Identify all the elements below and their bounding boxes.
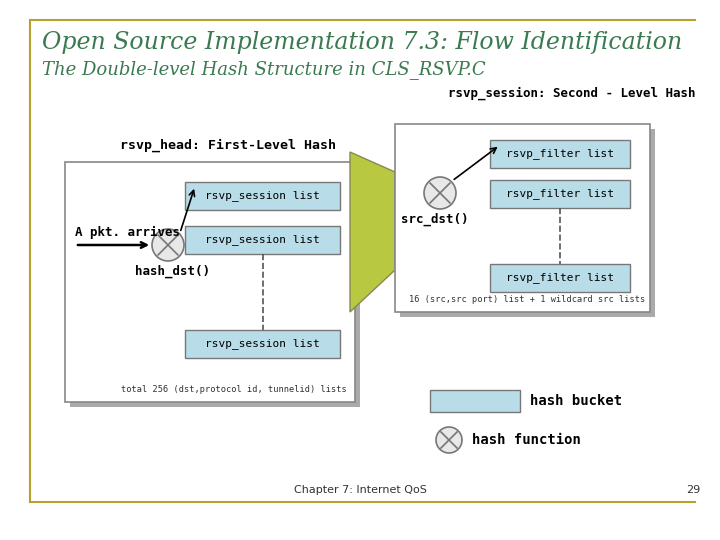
- Text: rsvp_filter list: rsvp_filter list: [506, 148, 614, 159]
- Text: rsvp_filter list: rsvp_filter list: [506, 188, 614, 199]
- Bar: [185, 182, 340, 210]
- Text: A pkt. arrives: A pkt. arrives: [75, 226, 180, 239]
- Bar: [185, 330, 340, 358]
- Text: total 256 (dst,protocol id, tunnelid) lists: total 256 (dst,protocol id, tunnelid) li…: [121, 385, 347, 394]
- Text: The Double-level Hash Structure in CLS_RSVP.C: The Double-level Hash Structure in CLS_R…: [42, 60, 485, 79]
- Bar: [490, 140, 630, 168]
- Text: hash function: hash function: [472, 433, 581, 447]
- Bar: [490, 264, 630, 292]
- Text: 29: 29: [685, 485, 700, 495]
- Bar: [65, 162, 355, 402]
- Text: rsvp_filter list: rsvp_filter list: [506, 273, 614, 284]
- Polygon shape: [350, 152, 395, 312]
- Circle shape: [436, 427, 462, 453]
- Circle shape: [152, 229, 184, 261]
- Bar: [490, 180, 630, 208]
- Bar: [400, 129, 655, 317]
- Bar: [185, 226, 340, 254]
- Text: rsvp_session list: rsvp_session list: [205, 339, 320, 349]
- Text: rsvp_session list: rsvp_session list: [205, 191, 320, 201]
- Bar: [395, 124, 650, 312]
- Text: hash bucket: hash bucket: [530, 394, 622, 408]
- Bar: [430, 390, 520, 412]
- Text: rsvp_head: First-Level Hash: rsvp_head: First-Level Hash: [120, 139, 336, 152]
- Text: src_dst(): src_dst(): [401, 213, 469, 226]
- Text: rsvp_session: Second - Level Hash: rsvp_session: Second - Level Hash: [448, 86, 695, 100]
- Text: Chapter 7: Internet QoS: Chapter 7: Internet QoS: [294, 485, 426, 495]
- Bar: [70, 167, 360, 407]
- Circle shape: [424, 177, 456, 209]
- Text: 16 (src,src port) list + 1 wildcard src lists: 16 (src,src port) list + 1 wildcard src …: [409, 295, 645, 304]
- Text: Open Source Implementation 7.3: Flow Identification: Open Source Implementation 7.3: Flow Ide…: [42, 30, 683, 53]
- Text: hash_dst(): hash_dst(): [135, 265, 210, 278]
- Text: rsvp_session list: rsvp_session list: [205, 234, 320, 246]
